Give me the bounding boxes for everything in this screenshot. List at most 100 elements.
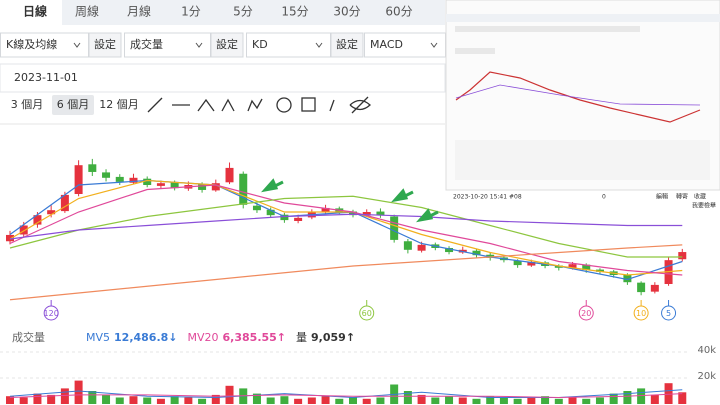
- volume-bar: [252, 393, 261, 404]
- settings-text: 設定: [94, 37, 116, 51]
- volume-bar: [349, 397, 357, 404]
- candle-body: [60, 194, 69, 212]
- tool-icons: [147, 96, 371, 114]
- candle-body: [74, 165, 83, 194]
- volume-bar: [513, 398, 522, 404]
- candle-body: [678, 252, 687, 260]
- volume-bar: [623, 391, 632, 404]
- settings-button[interactable]: [210, 32, 244, 58]
- volume-bar: [650, 394, 659, 404]
- candle-body: [266, 209, 275, 216]
- candle-body: [349, 211, 357, 216]
- volume-bar: [60, 388, 69, 404]
- tab[interactable]: 60分: [385, 5, 412, 19]
- candle-body: [486, 254, 495, 258]
- candle-body: [527, 261, 536, 266]
- candle-body: [129, 177, 138, 183]
- tab[interactable]: 15分: [281, 5, 308, 19]
- candle-body: [362, 212, 371, 216]
- candle-body: [156, 183, 165, 186]
- post-count: 0: [602, 194, 606, 201]
- candle-body: [403, 241, 412, 250]
- settings-text: 設定: [336, 37, 358, 51]
- tool-line[interactable]: [147, 97, 163, 113]
- volume-bar: [486, 396, 495, 404]
- tab[interactable]: 日線: [23, 4, 47, 19]
- post-footer: 2023-10-20 15:41 #08 0 編輯 轉寄 收藏 我要檢舉: [453, 193, 716, 210]
- tab[interactable]: 月線: [127, 4, 151, 19]
- legend-value: 9,059↑: [311, 331, 355, 344]
- select[interactable]: [124, 32, 211, 58]
- tab[interactable]: 周線: [75, 4, 99, 19]
- candle-body: [239, 173, 248, 205]
- tab[interactable]: 30分: [333, 5, 360, 19]
- volume-bar: [33, 393, 42, 404]
- volume-bar: [678, 392, 687, 404]
- range-active[interactable]: [52, 95, 94, 115]
- post-action[interactable]: 轉寄: [676, 193, 688, 201]
- post-action[interactable]: 編輯: [656, 193, 668, 201]
- tool-hide[interactable]: [349, 96, 371, 114]
- candle-body: [143, 178, 152, 185]
- date-text: 2023-11-01: [14, 71, 78, 84]
- volume-bar: [280, 396, 289, 404]
- volume-bar: [568, 397, 577, 404]
- select-text: 成交量: [130, 37, 163, 51]
- range[interactable]: 3 個月: [11, 98, 44, 111]
- candle-body: [582, 264, 591, 271]
- legend-value: 6,385.55↑: [223, 331, 287, 344]
- settings-button[interactable]: [330, 32, 364, 58]
- volume-bar: [6, 396, 14, 404]
- candle-body: [568, 264, 577, 269]
- tool-circle[interactable]: [276, 97, 292, 113]
- volume-bar: [115, 397, 124, 404]
- settings-text: 設定: [216, 37, 238, 51]
- volume-bar: [376, 397, 385, 404]
- volume-bar: [362, 398, 371, 404]
- candle-body: [225, 167, 234, 183]
- marker-label: 10: [636, 309, 646, 318]
- candle-body: [115, 176, 124, 182]
- settings-button[interactable]: [88, 32, 122, 58]
- volume-bar: [637, 388, 646, 404]
- marker: [43, 305, 59, 321]
- post-action[interactable]: 收藏: [694, 193, 706, 201]
- range[interactable]: 12 個月: [99, 98, 139, 111]
- select[interactable]: [246, 32, 331, 58]
- legend-name: MV20: [188, 331, 219, 344]
- candle-body: [294, 217, 303, 221]
- tool-rect[interactable]: [301, 97, 316, 112]
- tab-active[interactable]: [0, 0, 62, 25]
- marker-label: 120: [44, 309, 59, 318]
- candle-body: [6, 234, 14, 242]
- volume-bar: [431, 397, 440, 404]
- marker: [578, 305, 594, 321]
- tool-wedge[interactable]: [197, 98, 215, 112]
- candle-body: [19, 225, 28, 235]
- volume-bar: [225, 385, 234, 404]
- volume-bar: [184, 397, 193, 404]
- volume-bar: [499, 397, 508, 404]
- range[interactable]: 6 個月: [57, 98, 90, 111]
- tab[interactable]: 5分: [233, 5, 253, 19]
- candle-body: [554, 265, 563, 268]
- marker: [633, 305, 649, 321]
- volume-bar: [143, 397, 152, 404]
- volume-bar: [156, 398, 165, 404]
- tool-text[interactable]: [329, 99, 335, 112]
- ma-line: [9, 393, 683, 399]
- post-action[interactable]: 我要檢舉: [692, 202, 716, 210]
- volume-bar: [664, 383, 673, 404]
- candle-body: [102, 172, 111, 178]
- candle-body: [623, 275, 632, 283]
- tool-wave[interactable]: [247, 98, 263, 112]
- candle-body: [88, 164, 97, 172]
- tab[interactable]: 1分: [181, 5, 201, 19]
- tool-abc[interactable]: [221, 98, 235, 112]
- select[interactable]: [364, 32, 446, 58]
- volume-label: 成交量: [12, 330, 45, 344]
- price-chart: 120 60 20 10 5 成交量 MV5 12,486.8↓ MV20 6,385.55↑ 量 9…: [0, 158, 716, 404]
- date-input[interactable]: [0, 63, 446, 93]
- marker: [661, 305, 677, 321]
